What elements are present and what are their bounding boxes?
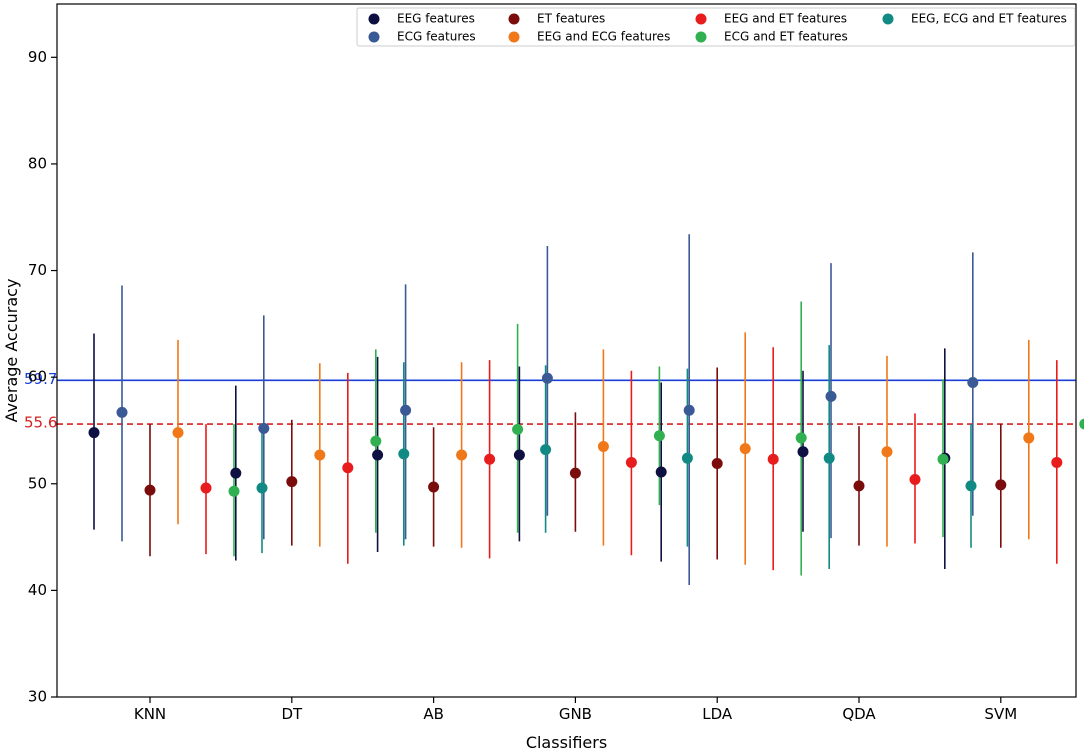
- legend-label-eeg-features: EEG features: [397, 12, 475, 26]
- point-ecg-features-qda: [825, 390, 837, 402]
- y-tick-label-40: 40: [28, 581, 47, 599]
- point-eeg-and-et-features-gnb: [625, 456, 637, 468]
- x-tick-label-dt: DT: [281, 705, 303, 723]
- point-eeg-features-gnb: [513, 449, 525, 461]
- point-eeg-and-ecg-features-qda: [881, 446, 893, 458]
- legend-label-et-features: ET features: [537, 12, 605, 26]
- point-eeg-ecg-and-et-features-qda: [965, 480, 977, 492]
- point-ecg-features-ab: [400, 404, 412, 416]
- y-tick-label-30: 30: [28, 688, 47, 706]
- point-eeg-features-qda: [797, 446, 809, 458]
- error-bars: [93, 234, 1058, 586]
- point-et-features-lda: [711, 458, 723, 470]
- point-eeg-and-ecg-features-svm: [1023, 432, 1035, 444]
- legend-marker-et-features: [508, 13, 520, 25]
- point-eeg-and-et-features-qda: [909, 474, 921, 486]
- point-eeg-and-et-features-dt: [342, 462, 354, 474]
- point-eeg-ecg-and-et-features-ab: [540, 444, 552, 456]
- y-tick-label-60: 60: [28, 368, 47, 386]
- point-et-features-ab: [428, 481, 440, 493]
- legend: EEG features ECG features ET features EEG a…: [356, 7, 1076, 47]
- y-tick-label-80: 80: [28, 154, 47, 172]
- reference-label-chance: 55.6: [24, 414, 57, 432]
- legend-marker-eeg-ecg-and-et-features: [882, 13, 894, 25]
- point-eeg-ecg-and-et-features-dt: [398, 448, 410, 460]
- point-eeg-features-knn: [88, 427, 100, 439]
- legend-label-ecg-and-et-features: ECG and ET features: [724, 30, 848, 44]
- point-eeg-and-ecg-features-gnb: [597, 440, 609, 452]
- point-ecg-features-gnb: [541, 372, 553, 384]
- x-tick-label-ab: AB: [423, 705, 444, 723]
- point-eeg-and-ecg-features-lda: [739, 443, 751, 455]
- point-eeg-ecg-and-et-features-gnb: [681, 452, 693, 464]
- x-tick-label-lda: LDA: [702, 705, 733, 723]
- legend-box: [356, 7, 1076, 47]
- axes: 30 40 50 60 70 80 90 KNN DT AB GNB LDA QDA SVM Classif…: [2, 3, 1077, 752]
- point-et-features-svm: [995, 479, 1007, 491]
- axes-frame: [56, 3, 1077, 698]
- point-ecg-and-et-features-dt: [370, 435, 382, 447]
- legend-marker-eeg-and-et-features: [695, 13, 707, 25]
- x-tick-label-knn: KNN: [134, 705, 166, 723]
- legend-label-eeg-ecg-and-et-features: EEG, ECG and ET features: [911, 12, 1067, 26]
- y-tick-label-70: 70: [28, 261, 47, 279]
- x-axis-label: Classifiers: [526, 733, 607, 752]
- legend-marker-ecg-and-et-features: [695, 31, 707, 43]
- legend-marker-ecg-features: [368, 31, 380, 43]
- point-ecg-and-et-features-lda: [795, 432, 807, 444]
- point-ecg-features-svm: [967, 376, 979, 388]
- point-eeg-features-lda: [655, 466, 667, 478]
- point-et-features-dt: [286, 476, 298, 488]
- point-et-features-qda: [853, 480, 865, 492]
- legend-label-eeg-and-et-features: EEG and ET features: [724, 12, 847, 26]
- point-ecg-and-et-features-knn: [228, 485, 240, 497]
- point-eeg-and-ecg-features-ab: [456, 449, 468, 461]
- y-tick-label-50: 50: [28, 474, 47, 492]
- point-eeg-and-et-features-knn: [200, 482, 212, 494]
- legend-label-eeg-and-ecg-features: EEG and ECG features: [537, 30, 670, 44]
- point-ecg-features-dt: [258, 422, 270, 434]
- y-tick-label-90: 90: [28, 48, 47, 66]
- point-eeg-and-et-features-svm: [1051, 456, 1063, 468]
- y-axis-label: Average Accuracy: [2, 279, 21, 423]
- point-eeg-features-ab: [372, 449, 384, 461]
- point-eeg-and-et-features-lda: [767, 453, 779, 465]
- legend-marker-eeg-and-ecg-features: [508, 31, 520, 43]
- point-ecg-and-et-features-svm: [1079, 418, 1084, 430]
- legend-label-ecg-features: ECG features: [397, 30, 476, 44]
- x-tick-label-svm: SVM: [984, 705, 1017, 723]
- point-eeg-and-ecg-features-dt: [314, 449, 326, 461]
- data-points: [88, 372, 1084, 497]
- plot-area: 59.7 55.6: [24, 370, 1076, 432]
- x-tick-label-qda: QDA: [842, 705, 876, 723]
- point-ecg-features-lda: [683, 404, 695, 416]
- point-et-features-gnb: [569, 467, 581, 479]
- point-ecg-and-et-features-qda: [937, 453, 949, 465]
- point-eeg-and-et-features-ab: [484, 453, 496, 465]
- point-et-features-knn: [144, 484, 156, 496]
- point-ecg-and-et-features-gnb: [653, 430, 665, 442]
- legend-marker-eeg-features: [368, 13, 380, 25]
- point-ecg-features-knn: [116, 406, 128, 418]
- point-ecg-and-et-features-ab: [512, 423, 524, 435]
- x-tick-label-gnb: GNB: [559, 705, 592, 723]
- point-eeg-and-ecg-features-knn: [172, 427, 184, 439]
- point-eeg-ecg-and-et-features-knn: [256, 482, 268, 494]
- reference-label-best: 59.7: [24, 370, 57, 388]
- point-eeg-ecg-and-et-features-lda: [823, 452, 835, 464]
- point-eeg-features-dt: [230, 467, 242, 479]
